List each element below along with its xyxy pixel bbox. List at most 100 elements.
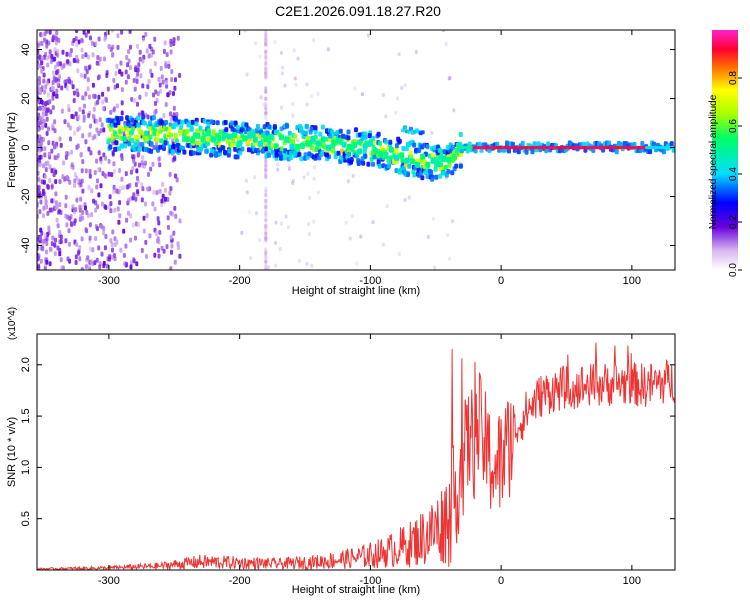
spectrogram-cell xyxy=(37,138,40,144)
spectrogram-cell xyxy=(264,71,268,75)
spectrogram-cell xyxy=(396,96,400,101)
spectrogram-cell xyxy=(253,175,257,180)
spectrogram-cell xyxy=(378,151,384,158)
spectrogram-cell xyxy=(81,54,85,59)
spectrogram-cell xyxy=(63,79,67,85)
spectrogram-cell xyxy=(111,51,115,57)
spectrogram-cell xyxy=(110,254,114,260)
spectrogram-cell xyxy=(264,213,268,218)
spectrogram-cell xyxy=(81,95,85,101)
spectrogram-cell xyxy=(157,247,160,253)
spectrogram-cell xyxy=(104,174,108,179)
spectrogram-cell xyxy=(89,246,93,252)
spectrogram-cell xyxy=(328,133,333,139)
spectrogram-cell xyxy=(361,160,366,166)
spectrogram-cell xyxy=(109,109,113,115)
spectrogram-cell xyxy=(53,251,57,257)
spectrogram-cell xyxy=(94,207,98,213)
spectrogram-cell xyxy=(93,260,97,266)
spectrogram-cell xyxy=(404,146,409,152)
spectrogram-cell xyxy=(40,68,44,74)
spectrogram-cell xyxy=(44,199,48,205)
spectrogram-cell xyxy=(310,135,316,142)
spectrogram-cell xyxy=(169,186,173,192)
spectrogram-cell xyxy=(161,193,165,199)
spectrogram-cell xyxy=(306,171,310,176)
spectrogram-cell xyxy=(206,121,211,127)
spectrogram-cell xyxy=(48,30,52,35)
spectrogram-cell xyxy=(209,119,214,125)
spectrogram-cell xyxy=(37,263,41,269)
spectrogram-cell xyxy=(346,129,351,135)
spectrogram-cell xyxy=(264,200,268,205)
spectrogram-cell xyxy=(37,119,40,125)
spectrogram-cell xyxy=(37,98,40,104)
spectrogram-cell xyxy=(439,148,444,154)
spectrogram-cell xyxy=(134,196,138,202)
spectrogram-cell xyxy=(253,148,258,154)
spectrogram-cell xyxy=(264,89,268,94)
spectrogram-cell xyxy=(63,119,67,125)
spectrogram-cell xyxy=(264,86,268,91)
spectrogram-cell xyxy=(238,150,243,156)
spectrogram-cell xyxy=(100,251,104,257)
spectrogram-cell xyxy=(127,58,131,64)
spectrogram-cell xyxy=(96,75,100,81)
spectrogram-cell xyxy=(302,175,306,180)
spectrogram-cell xyxy=(80,236,84,242)
spectrogram-cell xyxy=(132,192,136,198)
spectrogram-cell xyxy=(172,105,176,111)
spectrogram-cell xyxy=(335,129,340,135)
spectrogram-cell xyxy=(64,194,68,200)
spectrogram-cell xyxy=(198,125,203,131)
spectrogram-cell xyxy=(52,91,56,97)
spectrogram-cell xyxy=(47,151,51,157)
spectrogram-cell xyxy=(91,82,95,88)
spectrogram-cell xyxy=(129,264,133,270)
spectrogram-cell xyxy=(313,125,318,131)
spectrogram-cell xyxy=(443,164,448,170)
spectrogram-cell xyxy=(124,243,128,249)
spectrogram-cell xyxy=(354,127,358,133)
spectrogram-cell xyxy=(171,124,176,130)
spectrogram-cell xyxy=(376,131,381,137)
spectrogram-cell xyxy=(85,228,89,234)
spectrogram-cell xyxy=(347,151,351,157)
spectrogram-cell xyxy=(170,77,174,83)
spectrogram-cell xyxy=(45,116,49,122)
spectrogram-cell xyxy=(111,151,115,157)
spectrogram-cell xyxy=(50,183,54,189)
spectrogram-cell xyxy=(164,80,168,86)
spectrogram-cell xyxy=(338,128,343,134)
spectrogram-cell xyxy=(406,171,411,177)
spectrogram-cell xyxy=(170,249,173,255)
spectrogram-cell xyxy=(245,190,249,195)
spectrogram-cell xyxy=(221,133,227,139)
spectrogram-cell xyxy=(272,124,277,130)
spectrogram-cell xyxy=(505,140,509,148)
spectrogram-cell xyxy=(135,168,139,174)
spectrogram-cell xyxy=(165,244,169,250)
spectrogram-cell xyxy=(122,253,126,258)
spectrogram-cell xyxy=(65,85,69,91)
spectrogram-cell xyxy=(129,237,133,243)
spectrogram-cell xyxy=(103,245,107,251)
spectrogram-cell xyxy=(136,43,139,49)
spectrogram-cell xyxy=(81,210,85,215)
spectrogram-cell xyxy=(293,76,297,81)
y-tick-label: 40 xyxy=(20,43,32,55)
spectrogram-cell xyxy=(352,142,358,149)
spectrogram-cell xyxy=(97,245,101,251)
colorbar-ticks: 0.0 0.2 0.4 0.6 0.8 xyxy=(728,71,742,277)
spectrogram-cell xyxy=(40,56,44,61)
spectrogram-cell xyxy=(136,67,140,73)
spectrogram-cell xyxy=(274,241,278,245)
spectrogram-cell xyxy=(407,195,411,200)
spectrogram-cell xyxy=(160,74,164,80)
spectrogram-cell xyxy=(267,124,272,130)
spectrogram-cell xyxy=(88,169,92,174)
spectrogram-cell xyxy=(94,236,98,241)
spectrogram-cell xyxy=(394,143,399,149)
spectrogram-cell xyxy=(72,58,76,63)
